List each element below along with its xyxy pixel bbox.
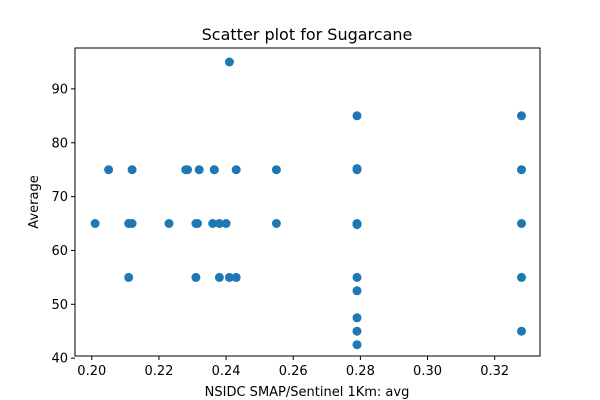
data-point	[352, 326, 362, 336]
plot-area-frame	[74, 47, 541, 357]
data-point	[271, 165, 281, 175]
data-point	[517, 111, 526, 121]
x-tick-label: 0.26	[279, 364, 308, 379]
data-point	[352, 164, 362, 174]
data-point	[517, 219, 526, 228]
y-axis-label: Average	[27, 175, 42, 228]
data-point	[352, 286, 362, 296]
data-point	[224, 272, 234, 282]
data-point	[352, 111, 362, 121]
data-point	[127, 165, 137, 175]
y-tick-label: 60	[51, 244, 68, 259]
data-point	[224, 57, 234, 67]
x-tick-label: 0.28	[346, 364, 375, 379]
data-point	[231, 272, 241, 282]
data-point	[193, 219, 202, 228]
data-points	[90, 57, 526, 350]
data-point	[221, 219, 231, 228]
x-tick-label: 0.32	[480, 364, 509, 379]
x-tick-label: 0.24	[212, 364, 241, 379]
data-point	[214, 272, 224, 282]
x-tick-label: 0.30	[413, 364, 442, 379]
data-point	[214, 219, 224, 228]
data-point	[124, 272, 134, 282]
y-tick-label: 50	[51, 298, 68, 313]
data-point	[271, 219, 281, 228]
data-point	[183, 165, 192, 175]
y-tick-label: 70	[51, 190, 68, 205]
x-axis-label: NSIDC SMAP/Sentinel 1Km: avg	[205, 385, 410, 400]
x-tick-label: 0.22	[144, 364, 173, 379]
x-tick-label: 0.20	[77, 364, 106, 379]
data-point	[127, 219, 137, 228]
y-axis-ticks: 40 50 60 70 80 90	[51, 82, 75, 367]
y-tick-label: 40	[51, 352, 68, 367]
data-point	[209, 165, 219, 175]
y-tick-label: 80	[51, 136, 68, 151]
data-point	[231, 165, 241, 175]
data-point	[352, 313, 362, 323]
data-point	[517, 165, 526, 175]
data-point	[104, 165, 114, 175]
data-point	[191, 272, 201, 282]
data-point	[164, 219, 174, 228]
x-axis-ticks: 0.20 0.22 0.24 0.26 0.28 0.30 0.32	[77, 356, 509, 379]
data-point	[194, 165, 204, 175]
data-point	[517, 272, 526, 282]
data-point	[90, 219, 100, 228]
y-tick-label: 90	[51, 82, 68, 97]
data-point	[208, 219, 218, 228]
data-point	[352, 272, 362, 282]
data-point	[352, 340, 362, 350]
data-point	[517, 326, 526, 336]
data-point	[352, 220, 362, 230]
chart-title: Scatter plot for Sugarcane	[202, 25, 413, 44]
